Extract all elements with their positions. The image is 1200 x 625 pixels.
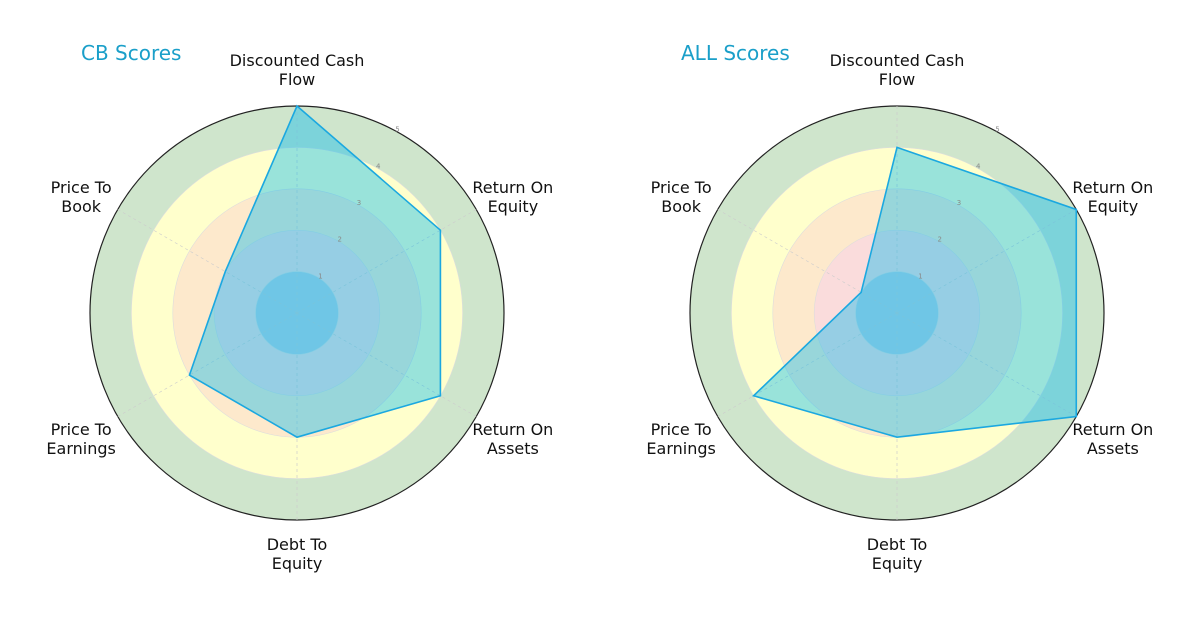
axis-label: Return On Equity [472, 178, 553, 216]
spoke [117, 209, 298, 314]
spoke [717, 312, 898, 417]
spoke [117, 312, 298, 417]
axis-label: Debt To Equity [267, 535, 328, 573]
r-tick-label: 1 [318, 272, 322, 280]
r-tick-label: 2 [937, 236, 941, 244]
spoke [296, 312, 477, 417]
chart-title: CB Scores [81, 41, 181, 65]
radar-chart-1: 1 2 3 4 5 Discounted Cash Flow Return On Equity R… [646, 41, 1153, 573]
axis-label: Return On Assets [1072, 420, 1153, 458]
r-tick-label: 2 [337, 236, 341, 244]
axis-label: Discounted Cash Flow [830, 51, 965, 89]
spoke [896, 209, 1077, 314]
axis-label: Price To Book [651, 178, 712, 216]
r-tick-label: 5 [395, 126, 399, 134]
r-tick-label: 4 [976, 162, 981, 170]
r-tick-label: 1 [918, 272, 922, 280]
axis-label: Return On Equity [1072, 178, 1153, 216]
spoke [296, 209, 477, 314]
axis-label: Discounted Cash Flow [230, 51, 365, 89]
r-tick-label: 3 [957, 199, 961, 207]
spoke [896, 312, 1077, 417]
radar-chart-0: 1 2 3 4 5 Discounted Cash Flow Return On Equity R… [46, 41, 553, 573]
spoke [717, 209, 898, 314]
r-tick-label: 3 [357, 199, 361, 207]
axis-label: Return On Assets [472, 420, 553, 458]
axis-label: Price To Book [51, 178, 112, 216]
r-tick-label: 5 [995, 126, 999, 134]
r-tick-label: 4 [376, 162, 381, 170]
axis-label: Price To Earnings [646, 420, 715, 458]
axis-label: Price To Earnings [46, 420, 115, 458]
axis-label: Debt To Equity [867, 535, 928, 573]
chart-title: ALL Scores [681, 41, 790, 65]
